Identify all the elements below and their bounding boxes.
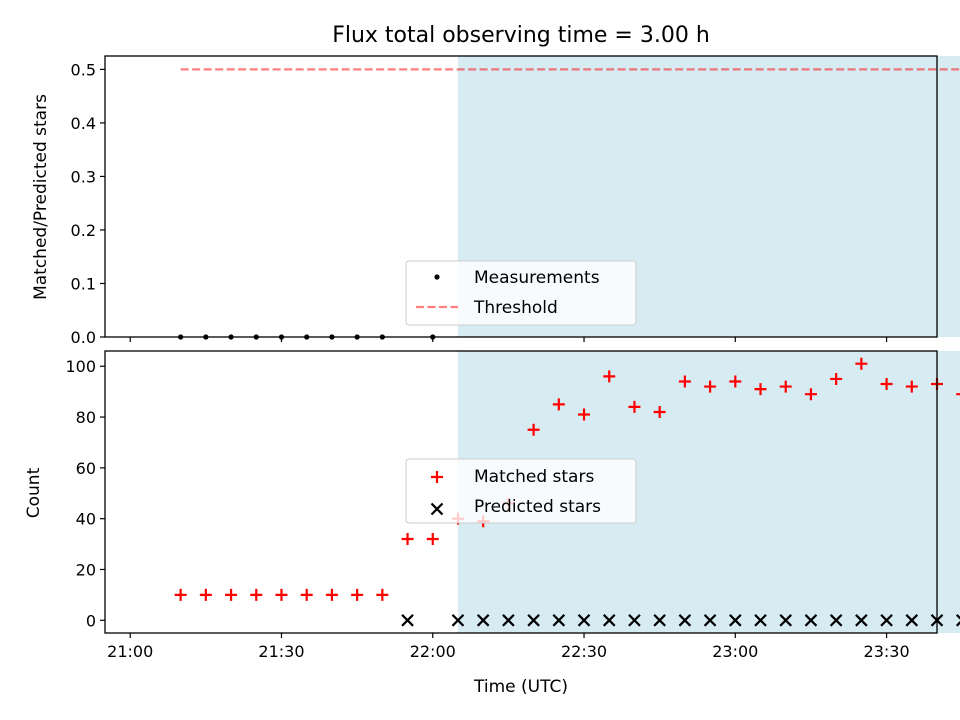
y-tick-label: 80 bbox=[76, 408, 96, 427]
matched-star-marker bbox=[653, 405, 666, 418]
x-tick-label: 21:30 bbox=[258, 642, 304, 661]
y-tick-label: 0.3 bbox=[71, 167, 96, 186]
y-tick-label: 20 bbox=[76, 560, 96, 579]
predicted-star-marker bbox=[628, 614, 641, 627]
bottom-axes-frame bbox=[104, 350, 938, 634]
predicted-star-marker bbox=[955, 614, 960, 627]
predicted-star-marker bbox=[451, 614, 465, 627]
matched-star-marker bbox=[779, 380, 792, 393]
matched-star-marker bbox=[678, 375, 691, 388]
matched-star-marker bbox=[804, 388, 817, 401]
y-tick-label: 0.2 bbox=[71, 221, 96, 240]
matched-star-marker bbox=[628, 400, 641, 413]
top-legend: Measurements Threshold bbox=[405, 260, 637, 326]
matched-star-marker bbox=[174, 588, 187, 601]
predicted-star-marker bbox=[577, 614, 591, 627]
legend-matched-marker bbox=[431, 471, 443, 483]
matched-star-marker bbox=[729, 375, 742, 388]
legend-measurements-marker bbox=[434, 274, 440, 280]
matched-star-marker bbox=[376, 588, 389, 601]
matched-star-marker bbox=[527, 423, 540, 436]
matched-star-marker bbox=[275, 588, 288, 601]
matched-star-marker bbox=[905, 380, 918, 393]
matched-star-marker bbox=[199, 588, 212, 601]
predicted-star-marker bbox=[552, 614, 566, 627]
legend-box bbox=[405, 260, 637, 326]
figure-title: Flux total observing time = 3.00 h bbox=[332, 23, 710, 48]
legend-label: Measurements bbox=[474, 268, 600, 288]
x-tick-label: 23:30 bbox=[864, 642, 910, 661]
matched-star-marker bbox=[754, 383, 767, 396]
predicted-star-marker bbox=[678, 614, 692, 627]
top-panel: 0.0 0.1 0.2 0.3 0.4 0.5 Measurements Threshold bbox=[71, 55, 960, 347]
legend-box bbox=[405, 458, 637, 524]
x-tick-label: 22:00 bbox=[410, 642, 456, 661]
x-tick-label: 21:00 bbox=[107, 642, 153, 661]
matched-star-marker bbox=[880, 378, 893, 391]
matched-star-marker bbox=[704, 380, 717, 393]
y-tick-label: 0 bbox=[86, 611, 96, 630]
legend-label: Predicted stars bbox=[474, 497, 601, 517]
predicted-star-marker bbox=[703, 614, 717, 627]
y-tick-label: 60 bbox=[76, 459, 96, 478]
legend-predicted-marker bbox=[430, 502, 444, 516]
top-axes-frame bbox=[104, 55, 938, 338]
matched-star-marker bbox=[250, 588, 263, 601]
predicted-star-marker bbox=[527, 614, 540, 627]
predicted-star-marker bbox=[829, 614, 843, 627]
y-tick-label: 100 bbox=[65, 357, 96, 376]
x-axis-label: Time (UTC) bbox=[473, 677, 568, 697]
legend-label: Matched stars bbox=[474, 467, 594, 487]
predicted-star-marker bbox=[855, 614, 868, 627]
predicted-star-marker bbox=[905, 614, 919, 627]
matched-star-marker bbox=[351, 588, 364, 601]
x-tick-label: 23:00 bbox=[712, 642, 758, 661]
matched-star-marker bbox=[325, 588, 338, 601]
predicted-star-marker bbox=[779, 614, 793, 627]
predicted-star-marker bbox=[602, 614, 616, 627]
matched-star-marker bbox=[426, 533, 439, 545]
matched-star-marker bbox=[552, 398, 565, 411]
matched-star-marker bbox=[830, 372, 843, 385]
matched-star-marker bbox=[956, 393, 960, 396]
predicted-star-marker bbox=[804, 614, 818, 627]
bottom-legend: Matched stars Predicted stars bbox=[405, 458, 637, 524]
predicted-star-marker bbox=[880, 614, 893, 627]
matched-star-marker bbox=[225, 588, 238, 601]
bottom-panel: 0 20 40 60 80 100 21:00 21:30 22:00 22:30 23:00 23:… bbox=[65, 350, 960, 661]
bottom-y-axis-label: Count bbox=[24, 467, 44, 518]
top-y-axis-label: Matched/Predicted stars bbox=[31, 94, 51, 300]
y-tick-label: 40 bbox=[76, 510, 96, 529]
x-tick-label: 22:30 bbox=[561, 642, 607, 661]
legend-label: Threshold bbox=[473, 298, 558, 318]
predicted-star-marker bbox=[754, 614, 767, 627]
matched-star-marker bbox=[300, 588, 313, 601]
matched-star-marker bbox=[401, 533, 414, 545]
y-tick-label: 0.0 bbox=[71, 328, 96, 347]
predicted-star-marker bbox=[476, 614, 490, 627]
y-tick-label: 0.4 bbox=[71, 114, 96, 133]
y-tick-label: 0.1 bbox=[71, 274, 96, 293]
predicted-star-marker bbox=[653, 614, 666, 627]
matched-star-marker bbox=[603, 370, 616, 383]
matched-star-marker bbox=[578, 408, 591, 421]
predicted-star-marker bbox=[401, 614, 414, 627]
predicted-star-marker bbox=[502, 614, 515, 627]
matched-star-marker bbox=[855, 357, 868, 370]
predicted-star-marker bbox=[729, 614, 742, 627]
y-tick-label: 0.5 bbox=[71, 60, 96, 79]
